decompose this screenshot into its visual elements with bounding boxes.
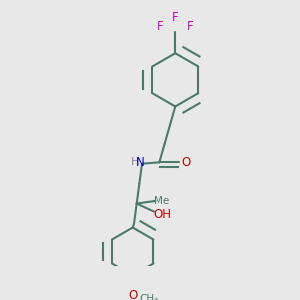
Text: Me: Me [154, 196, 169, 206]
Text: N: N [136, 156, 145, 169]
Text: CH₃: CH₃ [140, 294, 159, 300]
Text: F: F [187, 20, 193, 33]
Text: F: F [157, 20, 164, 33]
Text: H: H [131, 157, 140, 167]
Text: F: F [172, 11, 178, 24]
Text: O: O [181, 156, 190, 169]
Text: O: O [128, 290, 137, 300]
Text: OH: OH [153, 208, 171, 221]
